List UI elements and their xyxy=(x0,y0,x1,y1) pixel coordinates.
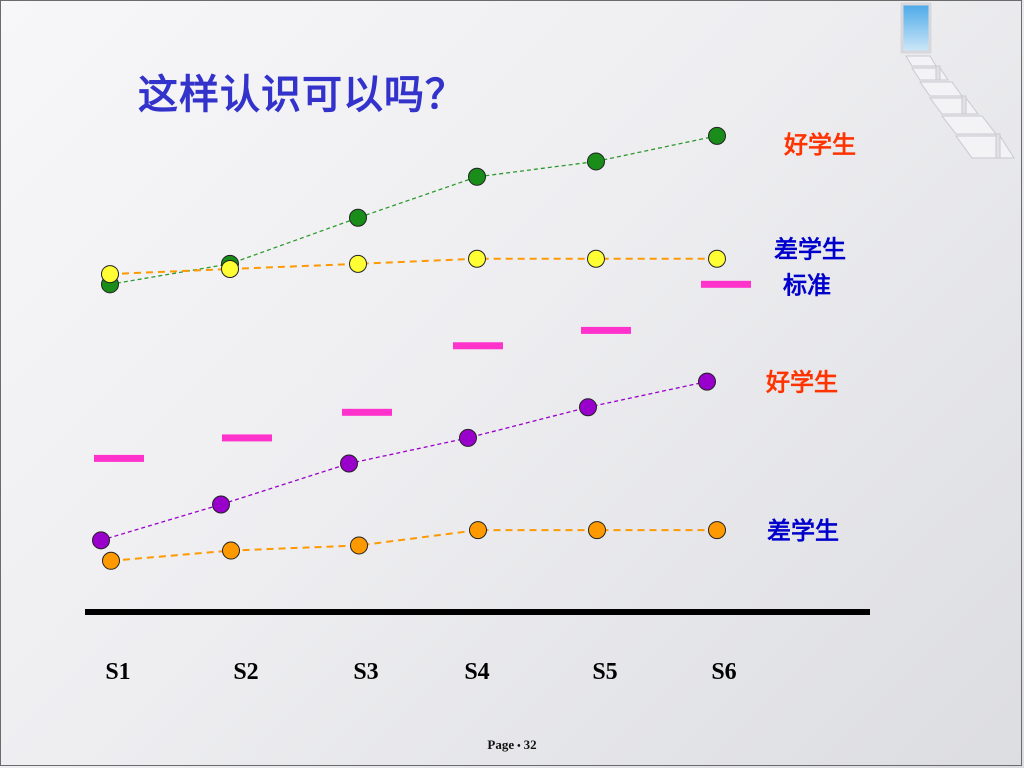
series-line xyxy=(109,257,717,276)
standard-dash-mark xyxy=(453,342,503,350)
data-point xyxy=(101,265,119,284)
series-line xyxy=(109,135,718,285)
data-point xyxy=(92,531,110,550)
data-point xyxy=(588,521,606,540)
standard-dash-mark xyxy=(342,408,392,416)
series-label: 好学生 xyxy=(765,369,838,397)
data-point xyxy=(222,541,240,560)
data-point xyxy=(468,167,486,186)
page-title: 这样认识可以吗？ xyxy=(138,72,466,118)
data-point xyxy=(708,249,726,268)
footer-separator-icon: • xyxy=(517,741,521,752)
data-point xyxy=(708,521,726,540)
page-footer: Page • 32 xyxy=(0,737,1024,753)
data-point xyxy=(469,521,487,540)
series-line xyxy=(110,529,717,562)
data-point xyxy=(350,536,368,555)
page-number: 32 xyxy=(523,737,537,752)
standard-dash-mark xyxy=(701,280,751,288)
series-label: 好学生 xyxy=(783,131,856,159)
series-label: 差学生 xyxy=(774,236,846,264)
data-point xyxy=(212,495,230,514)
standard-dash-mark xyxy=(222,434,272,442)
data-point xyxy=(459,428,477,447)
series-line xyxy=(100,380,708,541)
data-point xyxy=(579,398,597,417)
data-point xyxy=(340,454,358,473)
series-label: 差学生 xyxy=(767,517,839,545)
page-label: Page xyxy=(487,737,515,752)
x-tick-label: S4 xyxy=(464,659,489,685)
data-point xyxy=(102,551,120,570)
x-tick-label: S6 xyxy=(711,659,736,685)
data-point xyxy=(587,152,605,171)
x-tick-label: S3 xyxy=(353,659,378,685)
data-point xyxy=(698,372,716,391)
standard-dash-mark xyxy=(581,326,631,334)
data-point xyxy=(349,254,367,273)
data-point xyxy=(587,249,605,268)
series-label: 标准 xyxy=(783,271,831,299)
standard-dash-mark xyxy=(94,454,144,462)
data-point xyxy=(708,126,726,145)
staircase-decoration-icon xyxy=(900,2,1015,159)
x-tick-label: S2 xyxy=(233,659,258,685)
x-tick-label: S1 xyxy=(105,659,130,685)
data-point xyxy=(221,259,239,278)
data-point xyxy=(468,249,486,268)
data-point xyxy=(349,208,367,227)
x-tick-label: S5 xyxy=(592,659,617,685)
